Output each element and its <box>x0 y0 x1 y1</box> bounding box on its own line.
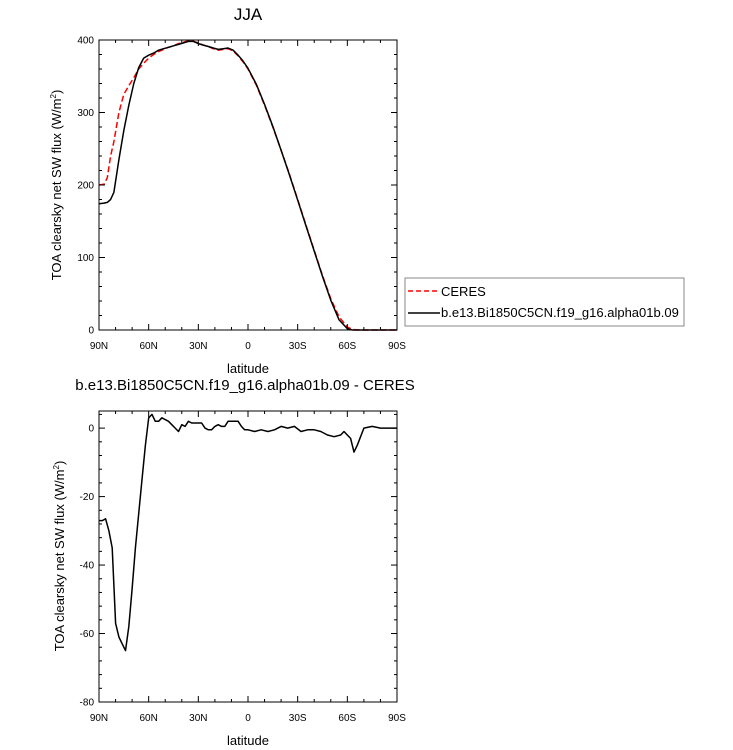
bottom-y-tick-label: -80 <box>80 698 95 709</box>
bottom-x-tick-label: 60N <box>139 713 157 724</box>
legend-box <box>404 277 685 327</box>
bottom-y-tick-label: -60 <box>80 629 95 640</box>
top-panel: JJA 90N 60N 30N 0 30S 60S 90S 0 100 200 300 400 lat… <box>49 5 406 376</box>
top-x-tick-label: 60S <box>338 341 356 352</box>
bottom-panel-x-label: latitude <box>227 733 269 748</box>
top-y-tick-label: 0 <box>88 326 94 337</box>
top-panel-y-label: TOA clearsky net SW flux (W/m2) <box>49 90 64 281</box>
top-panel-frame <box>98 39 398 331</box>
bottom-series-line-difference <box>99 413 397 652</box>
top-y-tick-label: 300 <box>77 108 94 119</box>
top-y-tick-label: 200 <box>77 181 94 192</box>
top-panel-axes: 90N 60N 30N 0 30S 60S 90S 0 100 200 300 400 <box>77 36 406 353</box>
bottom-x-tick-label: 0 <box>245 713 251 724</box>
top-x-tick-label: 0 <box>245 341 251 352</box>
bottom-y-tick-label: -20 <box>80 492 95 503</box>
top-series-line-ceres <box>98 39 397 331</box>
legend-model-label: b.e13.Bi1850C5CN.f19_g16.alpha01b.09 <box>441 305 679 320</box>
top-y-tick-label: 100 <box>77 253 94 264</box>
top-panel-lines <box>98 39 397 331</box>
top-x-tick-label: 60N <box>139 341 157 352</box>
bottom-panel: b.e13.Bi1850C5CN.f19_g16.alpha01b.09 - C… <box>52 377 415 748</box>
top-series-line-model <box>98 40 397 331</box>
top-x-tick-label: 30N <box>189 341 207 352</box>
bottom-y-tick-label: 0 <box>88 424 94 435</box>
bottom-x-tick-label: 60S <box>338 713 356 724</box>
bottom-x-tick-label: 30N <box>189 713 207 724</box>
top-panel-title: JJA <box>234 5 263 24</box>
top-x-tick-label: 90S <box>388 341 406 352</box>
bottom-x-tick-label: 30S <box>289 713 307 724</box>
bottom-x-tick-label: 90N <box>90 713 108 724</box>
bottom-x-tick-label: 90S <box>388 713 406 724</box>
top-x-tick-label: 30S <box>289 341 307 352</box>
legend: CERES b.e13.Bi1850C5CN.f19_g16.alpha01b.… <box>404 277 685 327</box>
top-x-tick-label: 90N <box>90 341 108 352</box>
bottom-panel-title: b.e13.Bi1850C5CN.f19_g16.alpha01b.09 - C… <box>75 377 414 394</box>
bottom-panel-frame <box>98 410 398 703</box>
top-panel-x-label: latitude <box>227 361 269 376</box>
bottom-panel-y-label: TOA clearsky net SW flux (W/m2) <box>52 461 67 652</box>
legend-ceres-label: CERES <box>441 284 486 299</box>
bottom-panel-lines <box>99 413 397 652</box>
bottom-panel-axes: 90N 60N 30N 0 30S 60S 90S -80 -60 -40 -20 0 <box>80 411 406 724</box>
bottom-y-tick-label: -40 <box>80 561 95 572</box>
top-y-tick-label: 400 <box>77 36 94 47</box>
